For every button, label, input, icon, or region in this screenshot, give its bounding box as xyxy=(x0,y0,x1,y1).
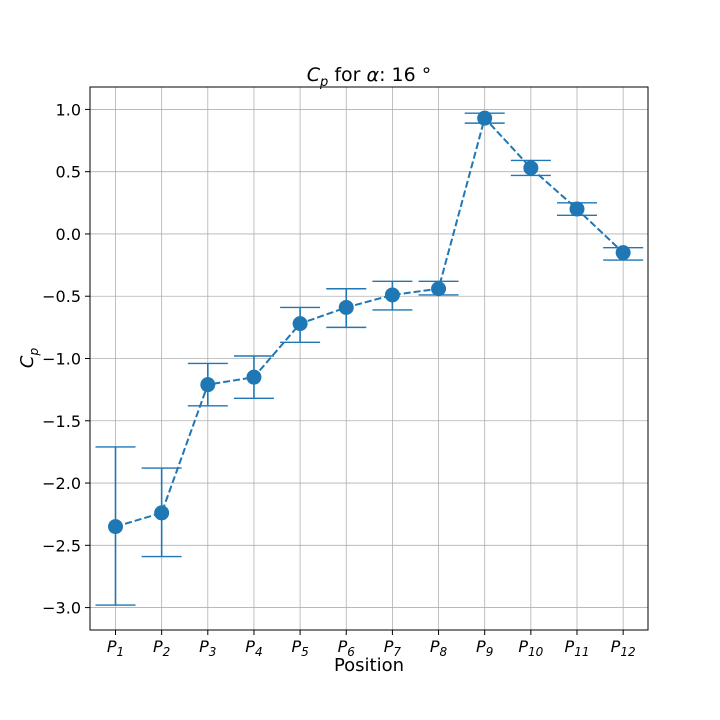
x-axis-label: Position xyxy=(334,655,404,676)
y-tick-label: 0.0 xyxy=(56,225,81,244)
data-point xyxy=(246,369,262,385)
x-tick-label: P9 xyxy=(476,637,493,659)
y-tick-label: −1.0 xyxy=(42,350,81,369)
x-tick-label: P11 xyxy=(565,637,590,659)
x-tick-label: P12 xyxy=(611,637,636,659)
y-axis-ticks: −3.0 −2.5 −2.0 −1.5 −1.0 −0.5 0.0 0.5 1.0 xyxy=(42,100,90,618)
x-tick-label: P10 xyxy=(518,637,543,659)
data-point xyxy=(477,110,493,126)
data-point xyxy=(154,505,170,521)
x-tick-label: P8 xyxy=(430,637,448,659)
x-tick-label: P4 xyxy=(245,637,262,659)
data-point xyxy=(292,316,308,332)
series-line xyxy=(115,116,624,528)
y-tick-label: −3.0 xyxy=(42,599,81,618)
data-point xyxy=(569,201,585,217)
x-tick-label: P5 xyxy=(291,637,308,659)
chart-title: Cp for α: 16 ° xyxy=(307,64,431,90)
data-point xyxy=(523,160,539,176)
data-point xyxy=(108,519,123,535)
y-tick-label: −1.5 xyxy=(42,412,81,431)
x-tick-label: P7 xyxy=(384,637,402,659)
data-point xyxy=(338,299,354,315)
y-tick-label: −0.5 xyxy=(42,287,81,306)
data-point xyxy=(615,245,631,261)
x-tick-label: P2 xyxy=(153,637,170,659)
y-tick-label: 0.5 xyxy=(56,163,81,182)
y-tick-label: 1.0 xyxy=(56,100,81,119)
data-point xyxy=(431,281,447,297)
x-tick-label: P1 xyxy=(107,637,124,659)
x-axis-ticks: P1 P2 P3 P4 P5 P6 P7 P8 P9 P10 P11 P12 xyxy=(107,630,636,659)
data-points xyxy=(108,110,631,535)
data-point xyxy=(384,287,400,303)
x-tick-label: P6 xyxy=(338,637,356,659)
y-tick-label: −2.0 xyxy=(42,474,81,493)
data-point xyxy=(200,377,216,393)
x-tick-label: P3 xyxy=(199,637,216,659)
y-tick-label: −2.5 xyxy=(42,536,81,555)
y-axis-label: Cp xyxy=(17,348,41,369)
